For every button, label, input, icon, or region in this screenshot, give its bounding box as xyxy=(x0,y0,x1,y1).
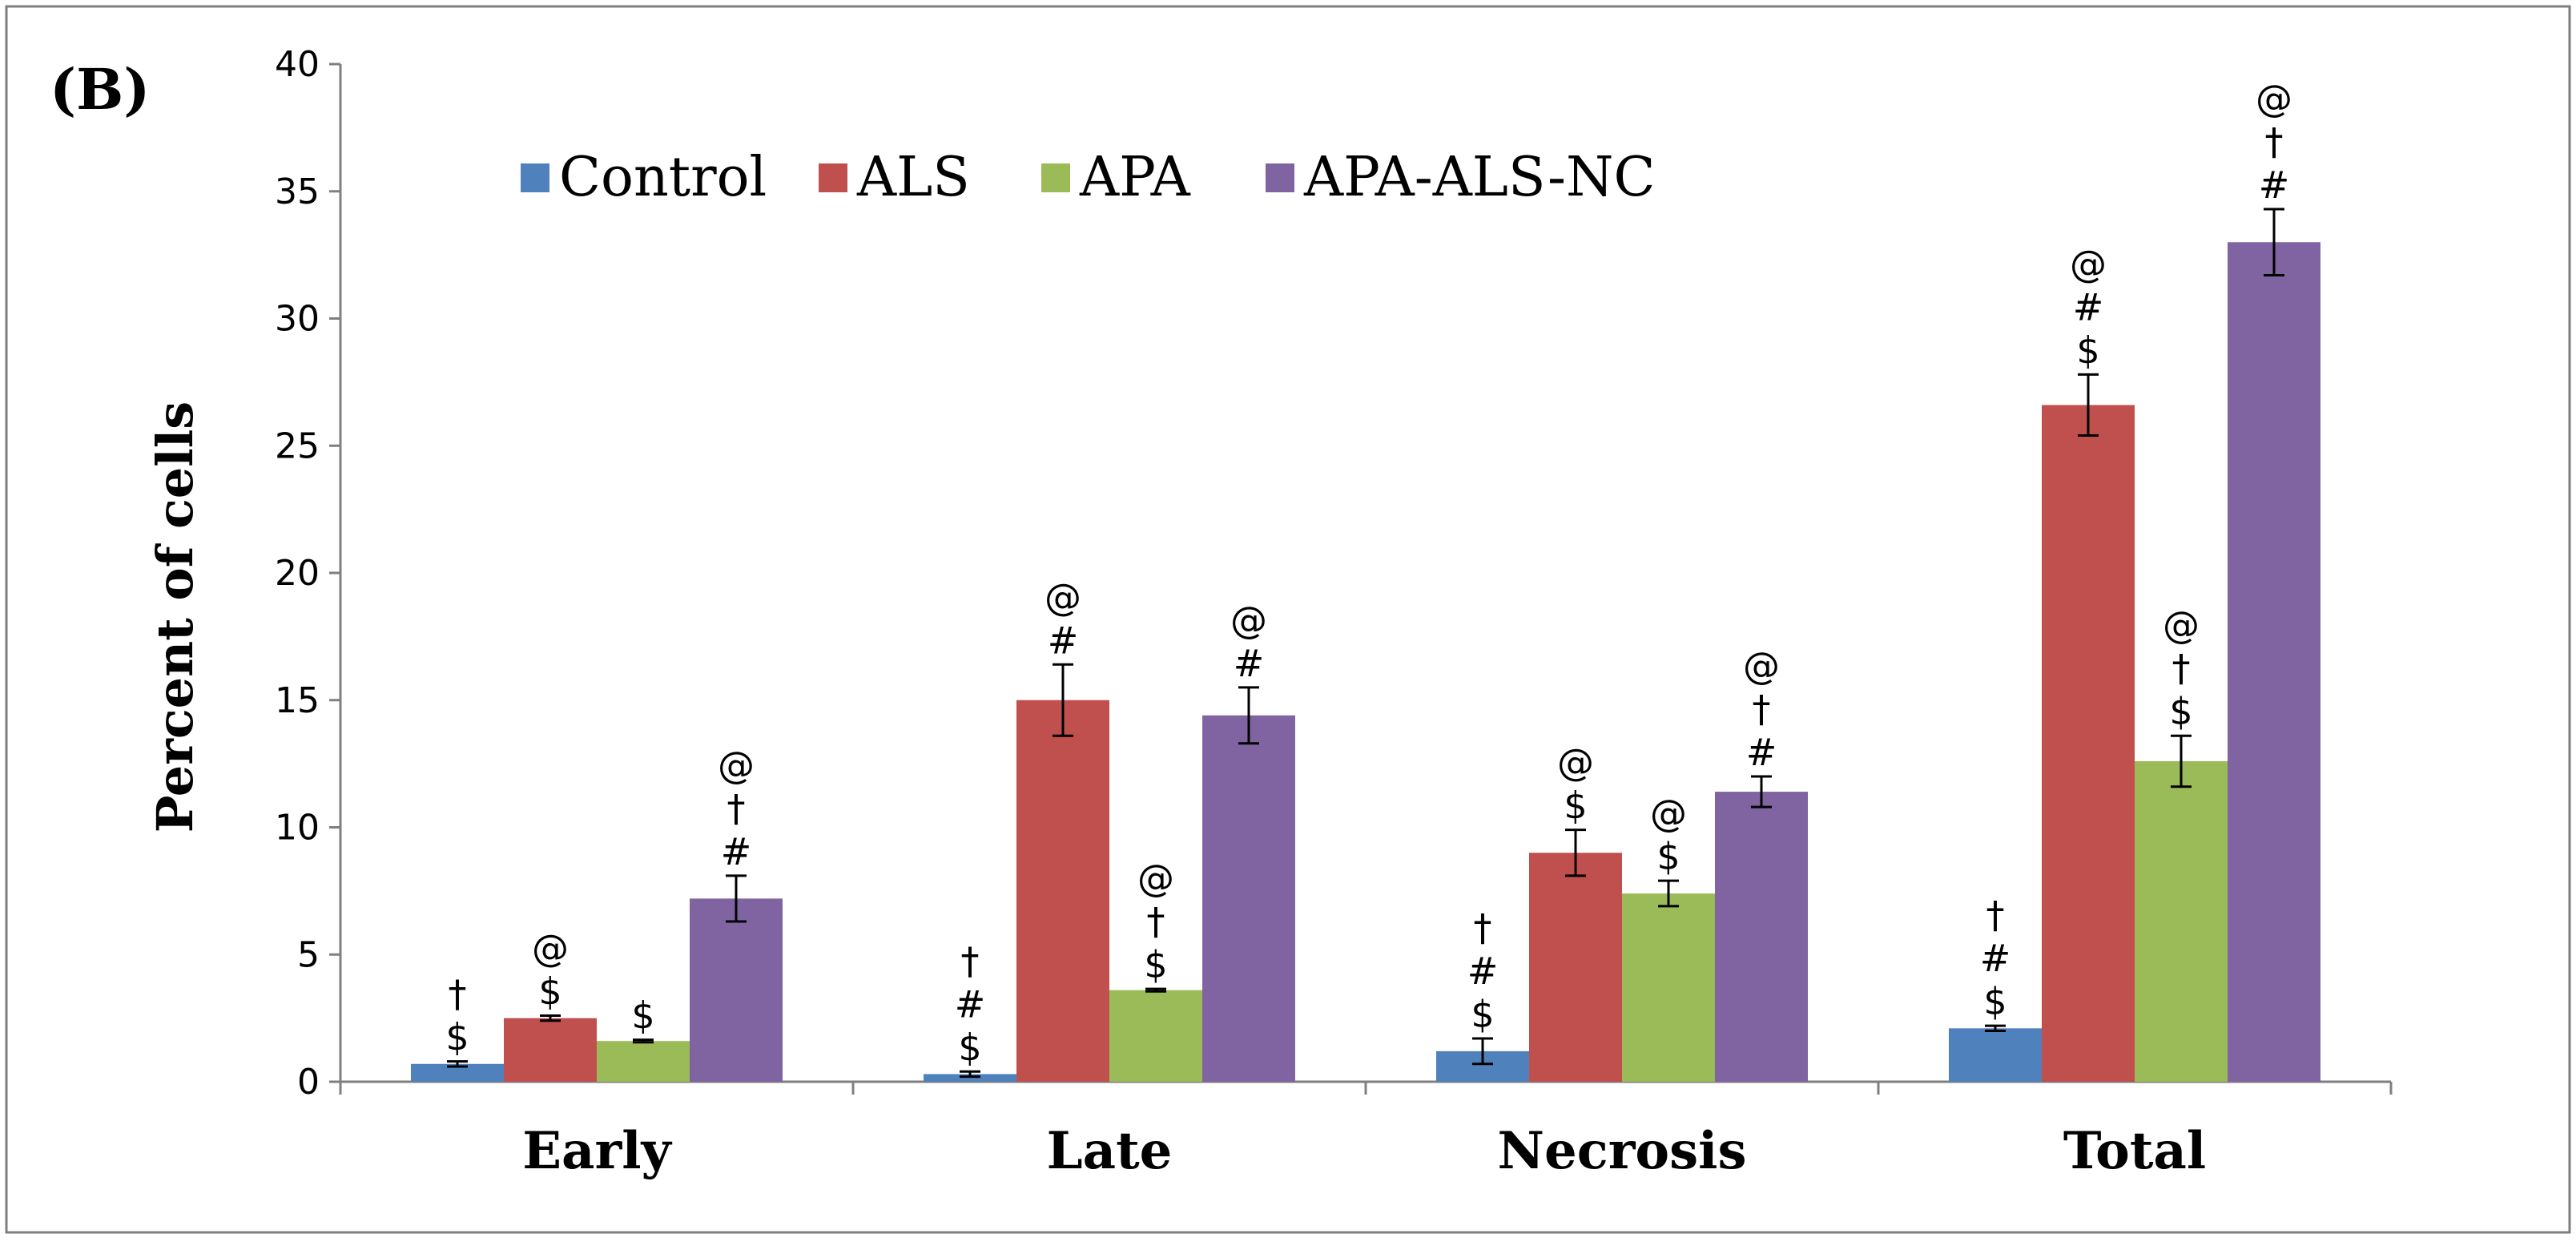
bar xyxy=(597,1041,690,1082)
significance-mark: # xyxy=(2259,163,2290,207)
significance-mark: $ xyxy=(1983,980,2006,1023)
y-tick-label: 10 xyxy=(275,808,320,849)
legend-swatch xyxy=(1266,163,1294,192)
significance-mark: @ xyxy=(718,744,755,787)
y-tick-label: 15 xyxy=(275,680,320,721)
significance-mark: † xyxy=(727,787,746,830)
y-axis: 0 5 10 15 20 25 30 35 40 xyxy=(275,44,342,1103)
legend-label: APA xyxy=(1079,146,1191,209)
y-tick-label: 30 xyxy=(275,299,320,340)
significance-mark: $ xyxy=(1656,835,1680,878)
significance-mark: @ xyxy=(1650,792,1687,835)
bar xyxy=(2042,405,2135,1082)
panel-label: (B) xyxy=(50,56,150,123)
significance-mark: @ xyxy=(1230,599,1267,642)
significance-mark: @ xyxy=(1044,575,1081,619)
significance-mark: @ xyxy=(1137,857,1174,900)
significance-mark: † xyxy=(2172,647,2191,690)
bar xyxy=(1715,792,1808,1082)
significance-mark: $ xyxy=(2169,690,2192,733)
significance-mark: # xyxy=(1980,937,2011,980)
error-bars xyxy=(447,208,2284,1079)
legend-label: Control xyxy=(559,146,767,209)
significance-mark: @ xyxy=(1557,741,1594,784)
bar xyxy=(690,898,783,1082)
significance-mark: @ xyxy=(1743,644,1780,688)
significance-mark: # xyxy=(1467,950,1499,993)
bar xyxy=(2135,760,2228,1082)
bar xyxy=(504,1018,597,1082)
y-tick-label: 35 xyxy=(275,171,320,212)
significance-mark: † xyxy=(1474,906,1492,950)
significance-mark: † xyxy=(961,939,980,982)
bar xyxy=(1202,715,1295,1082)
significance-mark: $ xyxy=(631,994,654,1038)
significance-mark: † xyxy=(1753,688,1771,731)
significance-mark: # xyxy=(1234,642,1265,685)
x-tick-label: Necrosis xyxy=(1498,1121,1747,1181)
significance-mark: # xyxy=(2073,285,2104,329)
significance-marks: †$†#$†#$†#$@$@#@$@#$$@†$@$@†$@†#@# @†#@†# xyxy=(445,77,2292,1069)
significance-mark: $ xyxy=(1471,993,1494,1036)
significance-mark: † xyxy=(449,973,467,1016)
bar xyxy=(1949,1028,2042,1082)
significance-mark: $ xyxy=(445,1016,469,1059)
bars xyxy=(411,242,2320,1082)
x-tick-label: Late xyxy=(1047,1121,1173,1181)
significance-mark: $ xyxy=(1144,943,1167,986)
y-tick-label: 5 xyxy=(297,934,320,975)
y-axis-label: Percent of cells xyxy=(146,401,204,833)
bar xyxy=(1109,990,1202,1082)
significance-mark: # xyxy=(1048,619,1079,662)
significance-mark: † xyxy=(1147,900,1165,943)
significance-mark: @ xyxy=(2163,603,2200,647)
legend-label: APA-ALS-NC xyxy=(1303,146,1656,209)
legend-swatch xyxy=(1041,163,1070,192)
significance-mark: $ xyxy=(2076,329,2099,372)
significance-mark: † xyxy=(2265,120,2284,163)
legend: Control ALS APA APA-ALS-NC xyxy=(521,146,1656,209)
bar xyxy=(1016,700,1109,1082)
significance-mark: $ xyxy=(958,1026,981,1069)
significance-mark: $ xyxy=(538,970,561,1013)
y-tick-label: 0 xyxy=(297,1062,320,1103)
y-tick-label: 20 xyxy=(275,553,320,594)
significance-mark: # xyxy=(1746,731,1777,774)
significance-mark: $ xyxy=(1564,784,1587,828)
bar xyxy=(2228,242,2320,1082)
bar xyxy=(411,1063,504,1082)
y-tick-label: 40 xyxy=(275,44,320,85)
significance-mark: † xyxy=(1986,893,2005,937)
significance-mark: @ xyxy=(2070,242,2107,285)
x-tick-label: Early xyxy=(522,1121,672,1181)
bar xyxy=(1622,893,1715,1082)
legend-label: ALS xyxy=(856,146,970,209)
legend-swatch xyxy=(819,163,847,192)
significance-mark: @ xyxy=(532,926,569,970)
y-tick-label: 25 xyxy=(275,425,320,466)
bar xyxy=(924,1074,1016,1082)
significance-mark: # xyxy=(955,982,986,1026)
significance-mark: # xyxy=(721,830,752,873)
x-tick-label: Total xyxy=(2063,1121,2206,1181)
bar xyxy=(1529,853,1622,1082)
significance-mark: @ xyxy=(2256,77,2292,120)
legend-swatch xyxy=(521,163,549,192)
